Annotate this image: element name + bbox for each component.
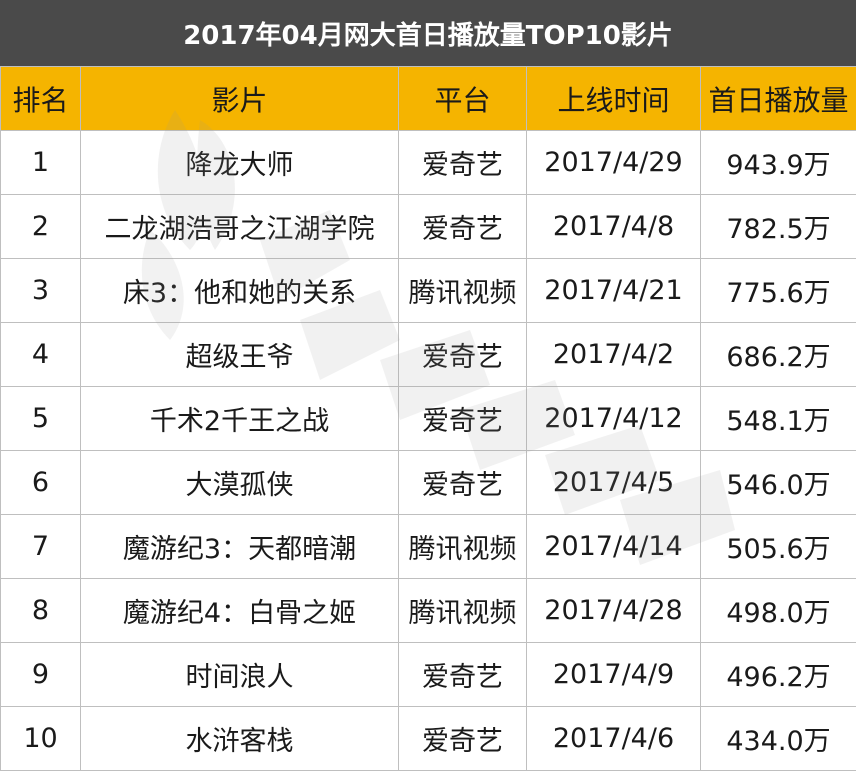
cell-views: 505.6万 xyxy=(700,514,856,579)
cell-rank: 6 xyxy=(0,450,81,515)
cell-film: 千术2千王之战 xyxy=(80,386,399,451)
table-row: 4 超级王爷 爱奇艺 2017/4/2 686.2万 xyxy=(0,322,856,387)
cell-platform: 爱奇艺 xyxy=(398,386,527,451)
cell-platform: 爱奇艺 xyxy=(398,642,527,707)
header-row: 排名 影片 平台 上线时间 首日播放量 xyxy=(0,66,856,131)
cell-views: 782.5万 xyxy=(700,194,856,259)
cell-film: 魔游纪4：白骨之姬 xyxy=(80,578,399,643)
cell-date: 2017/4/8 xyxy=(526,194,701,259)
cell-views: 496.2万 xyxy=(700,642,856,707)
cell-platform: 腾讯视频 xyxy=(398,258,527,323)
cell-date: 2017/4/14 xyxy=(526,514,701,579)
cell-views: 498.0万 xyxy=(700,578,856,643)
cell-film: 超级王爷 xyxy=(80,322,399,387)
cell-film: 大漠孤侠 xyxy=(80,450,399,515)
cell-platform: 爱奇艺 xyxy=(398,322,527,387)
table-row: 8 魔游纪4：白骨之姬 腾讯视频 2017/4/28 498.0万 xyxy=(0,578,856,643)
table-row: 1 降龙大师 爱奇艺 2017/4/29 943.9万 xyxy=(0,130,856,195)
ranking-table: 排名 影片 平台 上线时间 首日播放量 1 降龙大师 爱奇艺 2017/4/29… xyxy=(0,66,856,771)
cell-platform: 爱奇艺 xyxy=(398,194,527,259)
cell-views: 686.2万 xyxy=(700,322,856,387)
cell-date: 2017/4/2 xyxy=(526,322,701,387)
cell-date: 2017/4/21 xyxy=(526,258,701,323)
cell-rank: 9 xyxy=(0,642,81,707)
cell-platform: 腾讯视频 xyxy=(398,514,527,579)
cell-film: 床3：他和她的关系 xyxy=(80,258,399,323)
cell-film: 降龙大师 xyxy=(80,130,399,195)
cell-platform: 爱奇艺 xyxy=(398,130,527,195)
cell-date: 2017/4/9 xyxy=(526,642,701,707)
header-platform: 平台 xyxy=(398,66,527,131)
cell-film: 水浒客栈 xyxy=(80,706,399,771)
cell-views: 548.1万 xyxy=(700,386,856,451)
cell-rank: 4 xyxy=(0,322,81,387)
cell-rank: 3 xyxy=(0,258,81,323)
cell-rank: 7 xyxy=(0,514,81,579)
cell-views: 775.6万 xyxy=(700,258,856,323)
cell-rank: 2 xyxy=(0,194,81,259)
cell-platform: 爱奇艺 xyxy=(398,450,527,515)
table-row: 6 大漠孤侠 爱奇艺 2017/4/5 546.0万 xyxy=(0,450,856,515)
cell-date: 2017/4/28 xyxy=(526,578,701,643)
table-title: 2017年04月网大首日播放量TOP10影片 xyxy=(0,0,856,66)
table-row: 9 时间浪人 爱奇艺 2017/4/9 496.2万 xyxy=(0,642,856,707)
table-row: 5 千术2千王之战 爱奇艺 2017/4/12 548.1万 xyxy=(0,386,856,451)
header-views: 首日播放量 xyxy=(700,66,856,131)
cell-rank: 5 xyxy=(0,386,81,451)
table-row: 7 魔游纪3：天都暗潮 腾讯视频 2017/4/14 505.6万 xyxy=(0,514,856,579)
cell-date: 2017/4/5 xyxy=(526,450,701,515)
cell-film: 二龙湖浩哥之江湖学院 xyxy=(80,194,399,259)
table-row: 3 床3：他和她的关系 腾讯视频 2017/4/21 775.6万 xyxy=(0,258,856,323)
cell-views: 434.0万 xyxy=(700,706,856,771)
cell-rank: 1 xyxy=(0,130,81,195)
table-row: 2 二龙湖浩哥之江湖学院 爱奇艺 2017/4/8 782.5万 xyxy=(0,194,856,259)
cell-platform: 腾讯视频 xyxy=(398,578,527,643)
cell-views: 943.9万 xyxy=(700,130,856,195)
header-date: 上线时间 xyxy=(526,66,701,131)
cell-film: 时间浪人 xyxy=(80,642,399,707)
table-row: 10 水浒客栈 爱奇艺 2017/4/6 434.0万 xyxy=(0,706,856,771)
header-rank: 排名 xyxy=(0,66,81,131)
cell-date: 2017/4/12 xyxy=(526,386,701,451)
cell-platform: 爱奇艺 xyxy=(398,706,527,771)
cell-rank: 10 xyxy=(0,706,81,771)
cell-rank: 8 xyxy=(0,578,81,643)
cell-date: 2017/4/29 xyxy=(526,130,701,195)
header-film: 影片 xyxy=(80,66,399,131)
cell-views: 546.0万 xyxy=(700,450,856,515)
cell-film: 魔游纪3：天都暗潮 xyxy=(80,514,399,579)
cell-date: 2017/4/6 xyxy=(526,706,701,771)
